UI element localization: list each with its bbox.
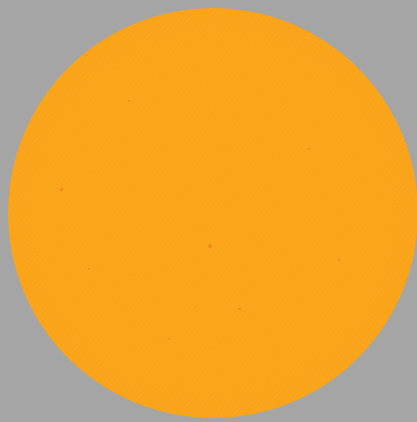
orange-color-swatch <box>8 8 417 418</box>
texture-speck <box>128 100 130 102</box>
texture-speck <box>238 308 241 310</box>
texture-speck <box>60 188 63 191</box>
texture-speck <box>88 268 90 270</box>
texture-speck <box>168 338 170 340</box>
texture-speck <box>338 258 340 261</box>
texture-speck <box>208 244 212 248</box>
texture-speck <box>308 148 310 150</box>
